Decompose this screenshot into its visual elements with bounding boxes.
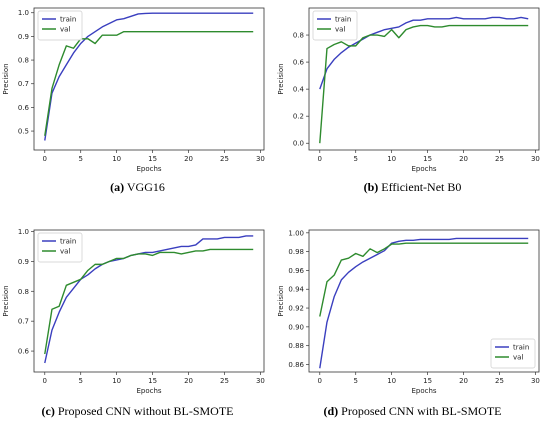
legend: train val — [37, 10, 83, 41]
y-tick-label: 1.0 — [18, 9, 29, 17]
x-tick-label: 10 — [387, 155, 396, 163]
y-tick-label: 0.96 — [288, 267, 304, 275]
y-tick-label: 0.7 — [18, 318, 29, 326]
legend: train val — [490, 338, 536, 369]
chart-cnn-with-bl-smote: 0 5 10 15 20 25 30 0.86 0.88 0.90 0.92 0.94 0.96 0.98… — [277, 229, 540, 395]
y-tick-label: 0.6 — [18, 348, 30, 356]
legend-label-train: train — [513, 344, 529, 352]
y-tick-label: 0.6 — [18, 104, 30, 112]
x-axis-title: Epochs — [136, 387, 161, 395]
legend-label-val: val — [335, 26, 345, 34]
y-axis-title: Precision — [2, 285, 10, 316]
caption-c: (c) Proposed CNN without BL-SMOTE — [0, 404, 275, 419]
caption-d-letter: (d) — [323, 404, 339, 418]
caption-d-text: Proposed CNN with BL-SMOTE — [338, 404, 502, 418]
caption-b-text: Efficient-Net B0 — [378, 180, 462, 194]
y-tick-label: 0.98 — [288, 248, 304, 256]
y-tick-label: 1.00 — [288, 229, 304, 237]
x-axis-title: Epochs — [411, 165, 436, 173]
chart-panel-b: 0 5 10 15 20 25 30 0.0 0.2 0.4 0.6 0.8 Epochs Precisi… — [275, 0, 550, 180]
x-tick-label: 30 — [531, 377, 540, 385]
x-tick-label: 15 — [148, 155, 157, 163]
y-tick-label: 0.90 — [288, 323, 304, 331]
x-tick-label: 25 — [495, 377, 504, 385]
x-tick-label: 10 — [387, 377, 396, 385]
x-tick-label: 30 — [256, 155, 265, 163]
x-tick-label: 10 — [112, 155, 121, 163]
y-axis-title: Precision — [277, 63, 285, 94]
legend-label-train: train — [60, 238, 76, 246]
x-tick-label: 25 — [220, 155, 229, 163]
x-tick-label: 5 — [353, 377, 357, 385]
series-line-val — [44, 248, 254, 355]
x-tick-label: 15 — [148, 377, 157, 385]
chart-panel-c: 0 5 10 15 20 25 30 0.6 0.7 0.8 0.9 1.0 Epochs Precisi… — [0, 222, 275, 402]
y-tick-label: 0.8 — [293, 32, 304, 40]
x-tick-label: 20 — [184, 377, 193, 385]
y-tick-label: 0.8 — [18, 57, 29, 65]
caption-b-letter: (b) — [363, 180, 379, 194]
x-axis-title: Epochs — [411, 387, 436, 395]
x-tick-label: 20 — [184, 155, 193, 163]
y-tick-label: 0.9 — [18, 258, 29, 266]
x-tick-label: 10 — [112, 377, 121, 385]
y-axis-title: Precision — [2, 63, 10, 94]
chart-panel-d: 0 5 10 15 20 25 30 0.86 0.88 0.90 0.92 0.94 0.96 0.98… — [275, 222, 550, 402]
chart-panel-a: 0 5 10 15 20 25 30 0.5 0.6 0.7 0.8 0.9 1.0 Epochs Prec… — [0, 0, 275, 180]
x-tick-label: 25 — [220, 377, 229, 385]
series-line-val — [319, 242, 529, 317]
caption-b: (b) Efficient-Net B0 — [275, 180, 550, 195]
caption-c-text: Proposed CNN without BL-SMOTE — [54, 404, 234, 418]
caption-a-text: VGG16 — [124, 180, 165, 194]
x-tick-label: 5 — [78, 155, 82, 163]
y-tick-label: 0.7 — [18, 80, 29, 88]
y-tick-label: 0.0 — [293, 140, 304, 148]
x-tick-label: 0 — [318, 377, 322, 385]
x-tick-label: 30 — [531, 155, 540, 163]
legend: train val — [37, 232, 83, 263]
caption-c-letter: (c) — [41, 404, 55, 418]
legend-label-train: train — [60, 16, 76, 24]
legend-label-val: val — [513, 354, 523, 362]
series-line-train — [319, 237, 529, 369]
chart-vgg16: 0 5 10 15 20 25 30 0.5 0.6 0.7 0.8 0.9 1.0 Epochs Prec… — [2, 7, 265, 173]
x-tick-label: 15 — [423, 155, 432, 163]
chart-efficientnet-b0: 0 5 10 15 20 25 30 0.0 0.2 0.4 0.6 0.8 Epochs Precisi… — [277, 7, 540, 173]
legend: train val — [312, 10, 358, 41]
y-tick-label: 0.94 — [288, 286, 304, 294]
series-line-train — [319, 16, 529, 90]
y-tick-label: 0.8 — [18, 288, 29, 296]
x-tick-label: 0 — [318, 155, 322, 163]
x-tick-label: 0 — [43, 155, 47, 163]
series-line-val — [319, 24, 529, 144]
caption-a-letter: (a) — [110, 180, 125, 194]
y-tick-label: 0.86 — [288, 361, 304, 369]
x-tick-label: 5 — [78, 377, 82, 385]
y-tick-label: 0.9 — [18, 33, 29, 41]
legend-label-val: val — [60, 248, 70, 256]
y-tick-label: 1.0 — [18, 228, 29, 236]
x-tick-label: 20 — [459, 377, 468, 385]
x-tick-label: 15 — [423, 377, 432, 385]
y-tick-label: 0.6 — [293, 59, 305, 67]
y-tick-label: 0.92 — [288, 305, 304, 313]
x-tick-label: 5 — [353, 155, 357, 163]
x-axis-title: Epochs — [136, 165, 161, 173]
y-axis-title: Precision — [277, 285, 285, 316]
x-tick-label: 30 — [256, 377, 265, 385]
x-tick-label: 25 — [495, 155, 504, 163]
series-line-train — [44, 235, 254, 364]
y-tick-label: 0.88 — [288, 342, 304, 350]
series-line-train — [44, 12, 254, 141]
y-tick-label: 0.4 — [293, 86, 305, 94]
chart-cnn-without-bl-smote: 0 5 10 15 20 25 30 0.6 0.7 0.8 0.9 1.0 Epochs Precisi… — [2, 228, 265, 395]
x-tick-label: 0 — [43, 377, 47, 385]
y-tick-label: 0.2 — [293, 113, 304, 121]
legend-label-val: val — [60, 26, 70, 34]
x-tick-label: 20 — [459, 155, 468, 163]
caption-a: (a) VGG16 — [0, 180, 275, 195]
legend-label-train: train — [335, 16, 351, 24]
caption-d: (d) Proposed CNN with BL-SMOTE — [275, 404, 550, 419]
y-tick-label: 0.5 — [18, 128, 29, 136]
